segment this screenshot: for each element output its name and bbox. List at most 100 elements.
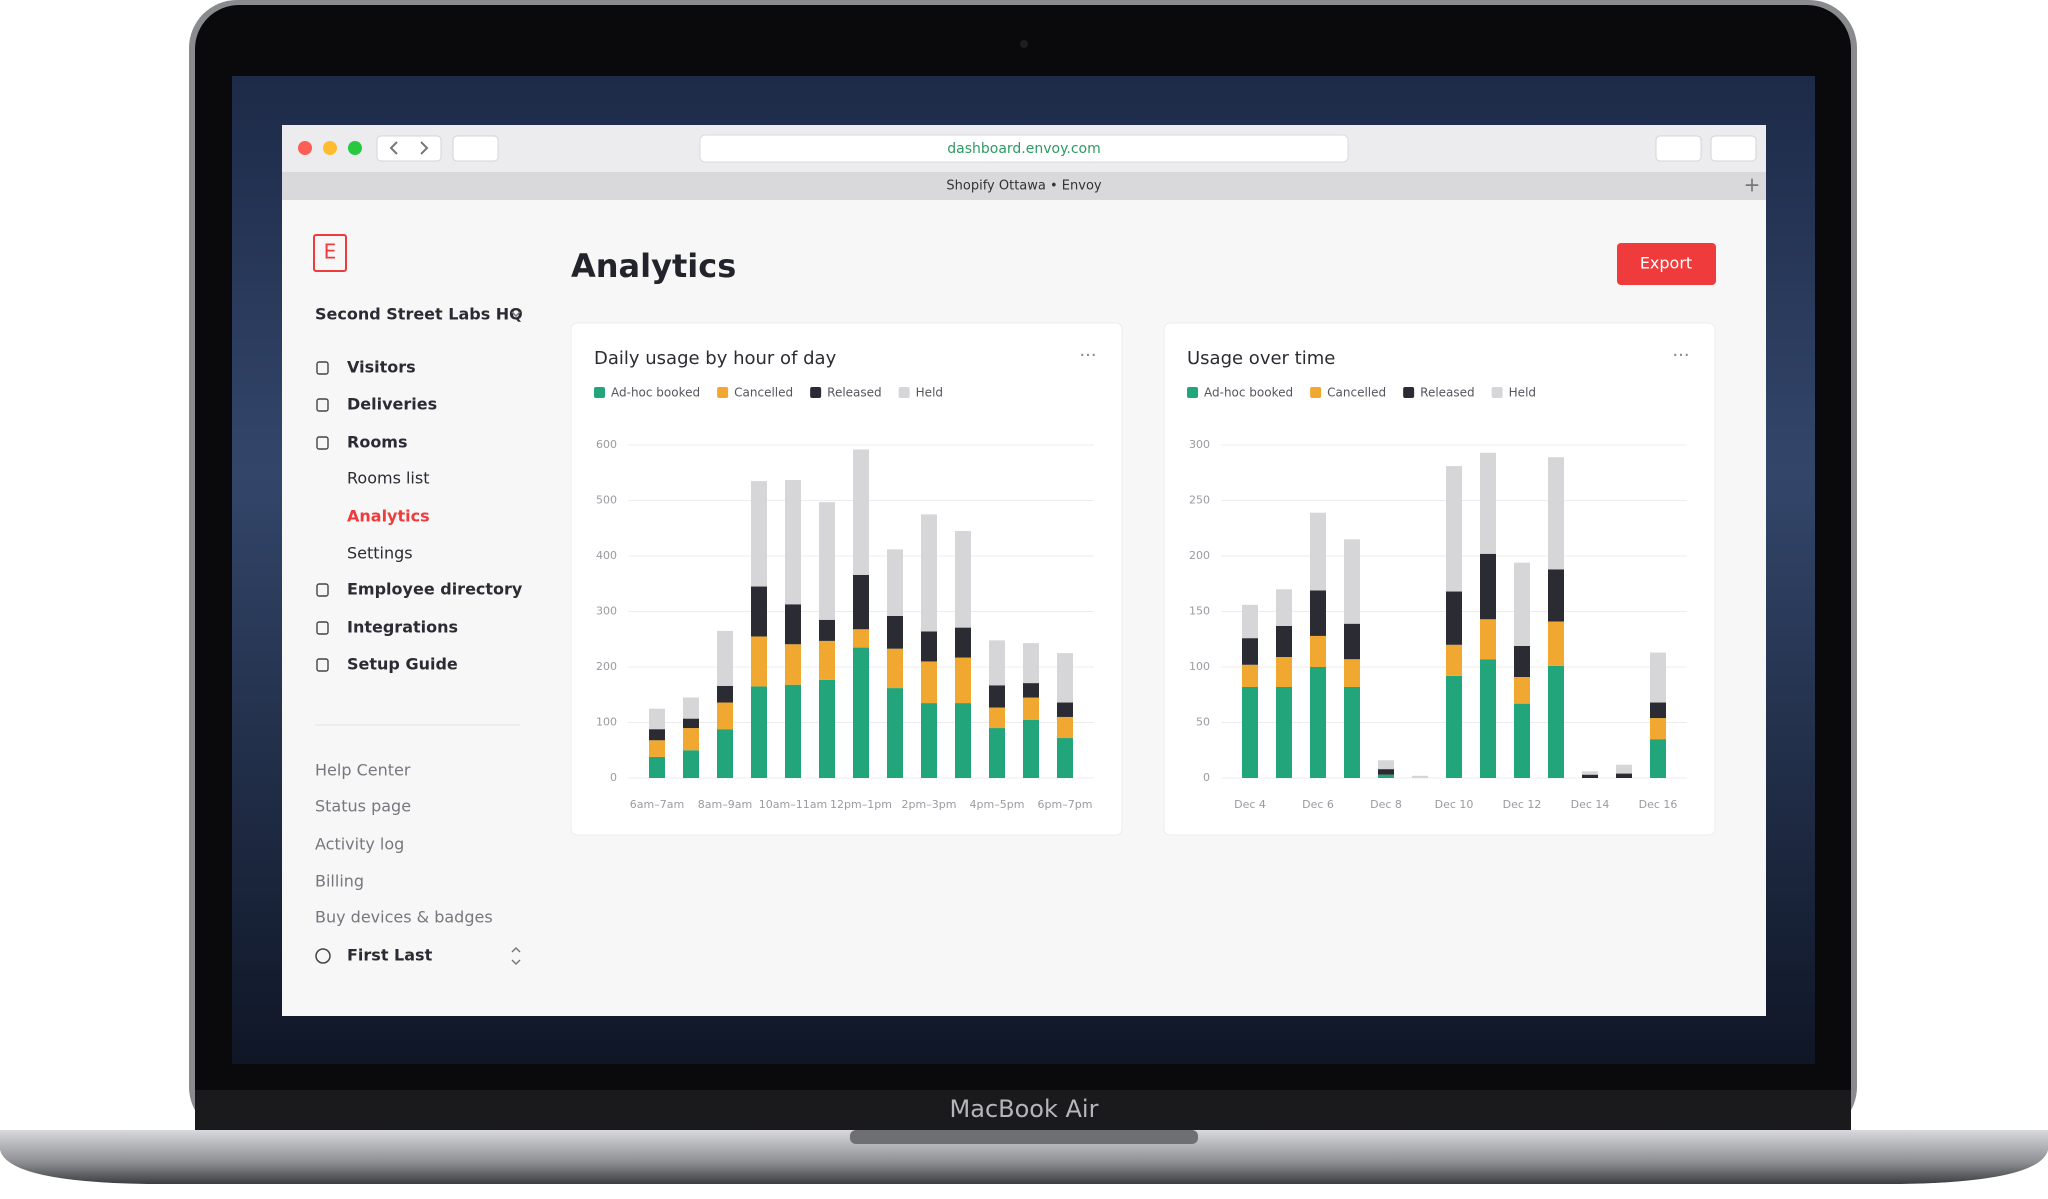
bar-segment bbox=[1548, 621, 1564, 666]
bar-segment bbox=[955, 703, 971, 778]
legend-label: Held bbox=[1509, 386, 1536, 400]
bar-segment bbox=[989, 640, 1005, 686]
bar-segment bbox=[717, 702, 733, 730]
x-tick-label: 2pm–3pm bbox=[902, 798, 957, 811]
minimize-button[interactable] bbox=[323, 141, 337, 155]
legend-swatch bbox=[594, 387, 605, 398]
bar-segment bbox=[1480, 619, 1496, 660]
y-tick-label: 200 bbox=[1189, 549, 1210, 562]
legend-label: Released bbox=[1420, 386, 1475, 400]
bar-segment bbox=[1242, 638, 1258, 665]
legend-label: Ad-hoc booked bbox=[611, 386, 700, 400]
nav-icon bbox=[316, 361, 329, 375]
y-tick-label: 250 bbox=[1189, 494, 1210, 507]
nav-item[interactable]: Setup Guide bbox=[347, 655, 458, 674]
bar-segment bbox=[1310, 635, 1326, 667]
zoom-button[interactable] bbox=[348, 141, 362, 155]
bar-segment bbox=[683, 718, 699, 729]
bar-segment bbox=[683, 728, 699, 751]
chevron bbox=[511, 311, 521, 318]
x-tick-label: 8am–9am bbox=[698, 798, 752, 811]
legend-swatch bbox=[1187, 387, 1198, 398]
nav-buttons[interactable] bbox=[376, 135, 442, 162]
bar-segment bbox=[1057, 716, 1073, 739]
x-tick-label: Dec 6 bbox=[1302, 798, 1334, 811]
bar-segment bbox=[1310, 590, 1326, 636]
bar-segment bbox=[921, 514, 937, 632]
card-menu[interactable]: ··· bbox=[1672, 345, 1689, 366]
bar-segment bbox=[1480, 452, 1496, 554]
y-tick-label: 200 bbox=[596, 660, 617, 673]
address-bar[interactable] bbox=[699, 134, 1349, 163]
bar-segment bbox=[1446, 466, 1462, 592]
bar-segment bbox=[1616, 773, 1632, 778]
nav-item[interactable]: Employee directory bbox=[347, 580, 523, 599]
bar-segment bbox=[1446, 591, 1462, 645]
user-name[interactable]: First Last bbox=[347, 946, 433, 965]
legend-label: Cancelled bbox=[1327, 386, 1386, 400]
bar-segment bbox=[989, 707, 1005, 729]
y-tick-label: 150 bbox=[1189, 605, 1210, 618]
bar-segment bbox=[1378, 769, 1394, 775]
logo[interactable] bbox=[313, 234, 347, 272]
tabs-button[interactable] bbox=[1710, 135, 1757, 162]
card-title: Usage over time bbox=[1187, 348, 1335, 369]
bar-segment bbox=[1378, 760, 1394, 770]
nav-item[interactable]: Analytics bbox=[347, 507, 430, 526]
bar-segment bbox=[1242, 686, 1258, 778]
bar-segment bbox=[853, 629, 869, 648]
y-tick-label: 0 bbox=[610, 771, 617, 784]
x-tick-label: 10am–11am bbox=[759, 798, 827, 811]
card-menu[interactable]: ··· bbox=[1079, 345, 1096, 366]
export-button[interactable] bbox=[1617, 243, 1716, 285]
bar-segment bbox=[1057, 653, 1073, 703]
bar-segment bbox=[989, 685, 1005, 708]
nav-item[interactable]: Integrations bbox=[347, 618, 458, 637]
bar-segment bbox=[1276, 589, 1292, 626]
footer-link[interactable]: Activity log bbox=[315, 835, 404, 854]
x-tick-label: 12pm–1pm bbox=[830, 798, 892, 811]
bar-segment bbox=[853, 449, 869, 575]
y-tick-label: 100 bbox=[1189, 660, 1210, 673]
bar-segment bbox=[683, 697, 699, 719]
bar-segment bbox=[989, 728, 1005, 778]
close-button[interactable] bbox=[298, 141, 312, 155]
footer-link[interactable]: Billing bbox=[315, 872, 364, 891]
nav-icon bbox=[316, 583, 329, 597]
y-tick-label: 600 bbox=[596, 438, 617, 451]
footer-link[interactable]: Status page bbox=[315, 797, 411, 816]
legend-swatch bbox=[1491, 387, 1503, 398]
bar-segment bbox=[1023, 643, 1039, 684]
nav-item[interactable]: Rooms list bbox=[347, 469, 429, 488]
nav-item[interactable]: Visitors bbox=[347, 358, 416, 377]
sidebar-toggle[interactable] bbox=[452, 135, 499, 162]
share-button[interactable] bbox=[1655, 135, 1702, 162]
footer-link[interactable]: Buy devices & badges bbox=[315, 908, 493, 927]
nav-item[interactable]: Rooms bbox=[347, 433, 408, 452]
bar-segment bbox=[1514, 562, 1530, 646]
bar-segment bbox=[1514, 645, 1530, 677]
bar-segment bbox=[1023, 719, 1039, 778]
tab-title[interactable]: Shopify Ottawa • Envoy bbox=[946, 179, 1102, 194]
new-tab[interactable]: + bbox=[1744, 173, 1761, 197]
bar-segment bbox=[717, 630, 733, 686]
bar-segment bbox=[1344, 539, 1360, 624]
bar-segment bbox=[1242, 604, 1258, 639]
legend-swatch bbox=[717, 387, 729, 398]
nav-item[interactable]: Settings bbox=[347, 544, 413, 563]
page-title: Analytics bbox=[571, 247, 736, 285]
bar-segment bbox=[751, 686, 767, 778]
bar-segment bbox=[1548, 665, 1564, 778]
bar-segment bbox=[1480, 553, 1496, 620]
camera bbox=[1020, 40, 1028, 48]
bar-segment bbox=[1480, 659, 1496, 778]
location[interactable]: Second Street Labs HQ bbox=[315, 305, 523, 324]
nav-item[interactable]: Deliveries bbox=[347, 395, 437, 414]
footer-link[interactable]: Help Center bbox=[315, 761, 411, 780]
bar-segment bbox=[1344, 686, 1360, 778]
bar-segment bbox=[1548, 457, 1564, 570]
bar-segment bbox=[1446, 644, 1462, 676]
bar-segment bbox=[1446, 675, 1462, 778]
